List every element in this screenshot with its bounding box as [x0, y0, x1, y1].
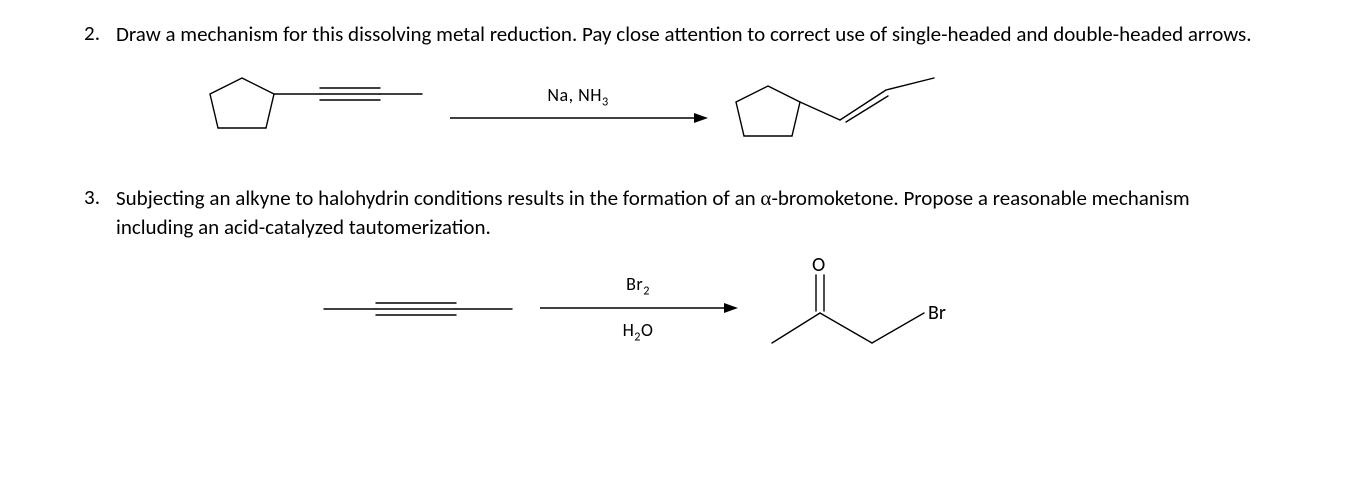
question-2: 2. Draw a mechanism for this dissolving …	[80, 20, 1266, 48]
product-structure-q2	[726, 60, 944, 148]
reagent-top-q3: Br2	[626, 273, 650, 299]
reactant-structure-q3	[320, 284, 520, 334]
reaction-arrow-q3: Br2 H2O	[538, 273, 738, 344]
bromine-label: Br	[928, 301, 946, 325]
reagent-label-q2: Na, NH3	[547, 84, 608, 110]
reagent-bottom-q3: H2O	[623, 319, 654, 345]
reactant-structure-q2	[200, 60, 430, 148]
question-number: 2.	[80, 20, 116, 48]
reaction-scheme-q3: Br2 H2O O Br	[320, 255, 1266, 363]
question-3: 3. Subjecting an alkyne to halohydrin co…	[80, 184, 1266, 241]
oxygen-label: O	[812, 255, 825, 277]
arrow-icon	[538, 301, 738, 315]
question-text: Draw a mechanism for this dissolving met…	[116, 20, 1266, 48]
reaction-arrow-q2: Na, NH3	[448, 84, 708, 126]
question-number: 3.	[80, 184, 116, 241]
product-structure-q3: O Br	[756, 255, 1006, 363]
arrow-icon	[448, 111, 708, 125]
question-text: Subjecting an alkyne to halohydrin condi…	[116, 184, 1266, 241]
reaction-scheme-q2: Na, NH3	[200, 60, 1266, 148]
